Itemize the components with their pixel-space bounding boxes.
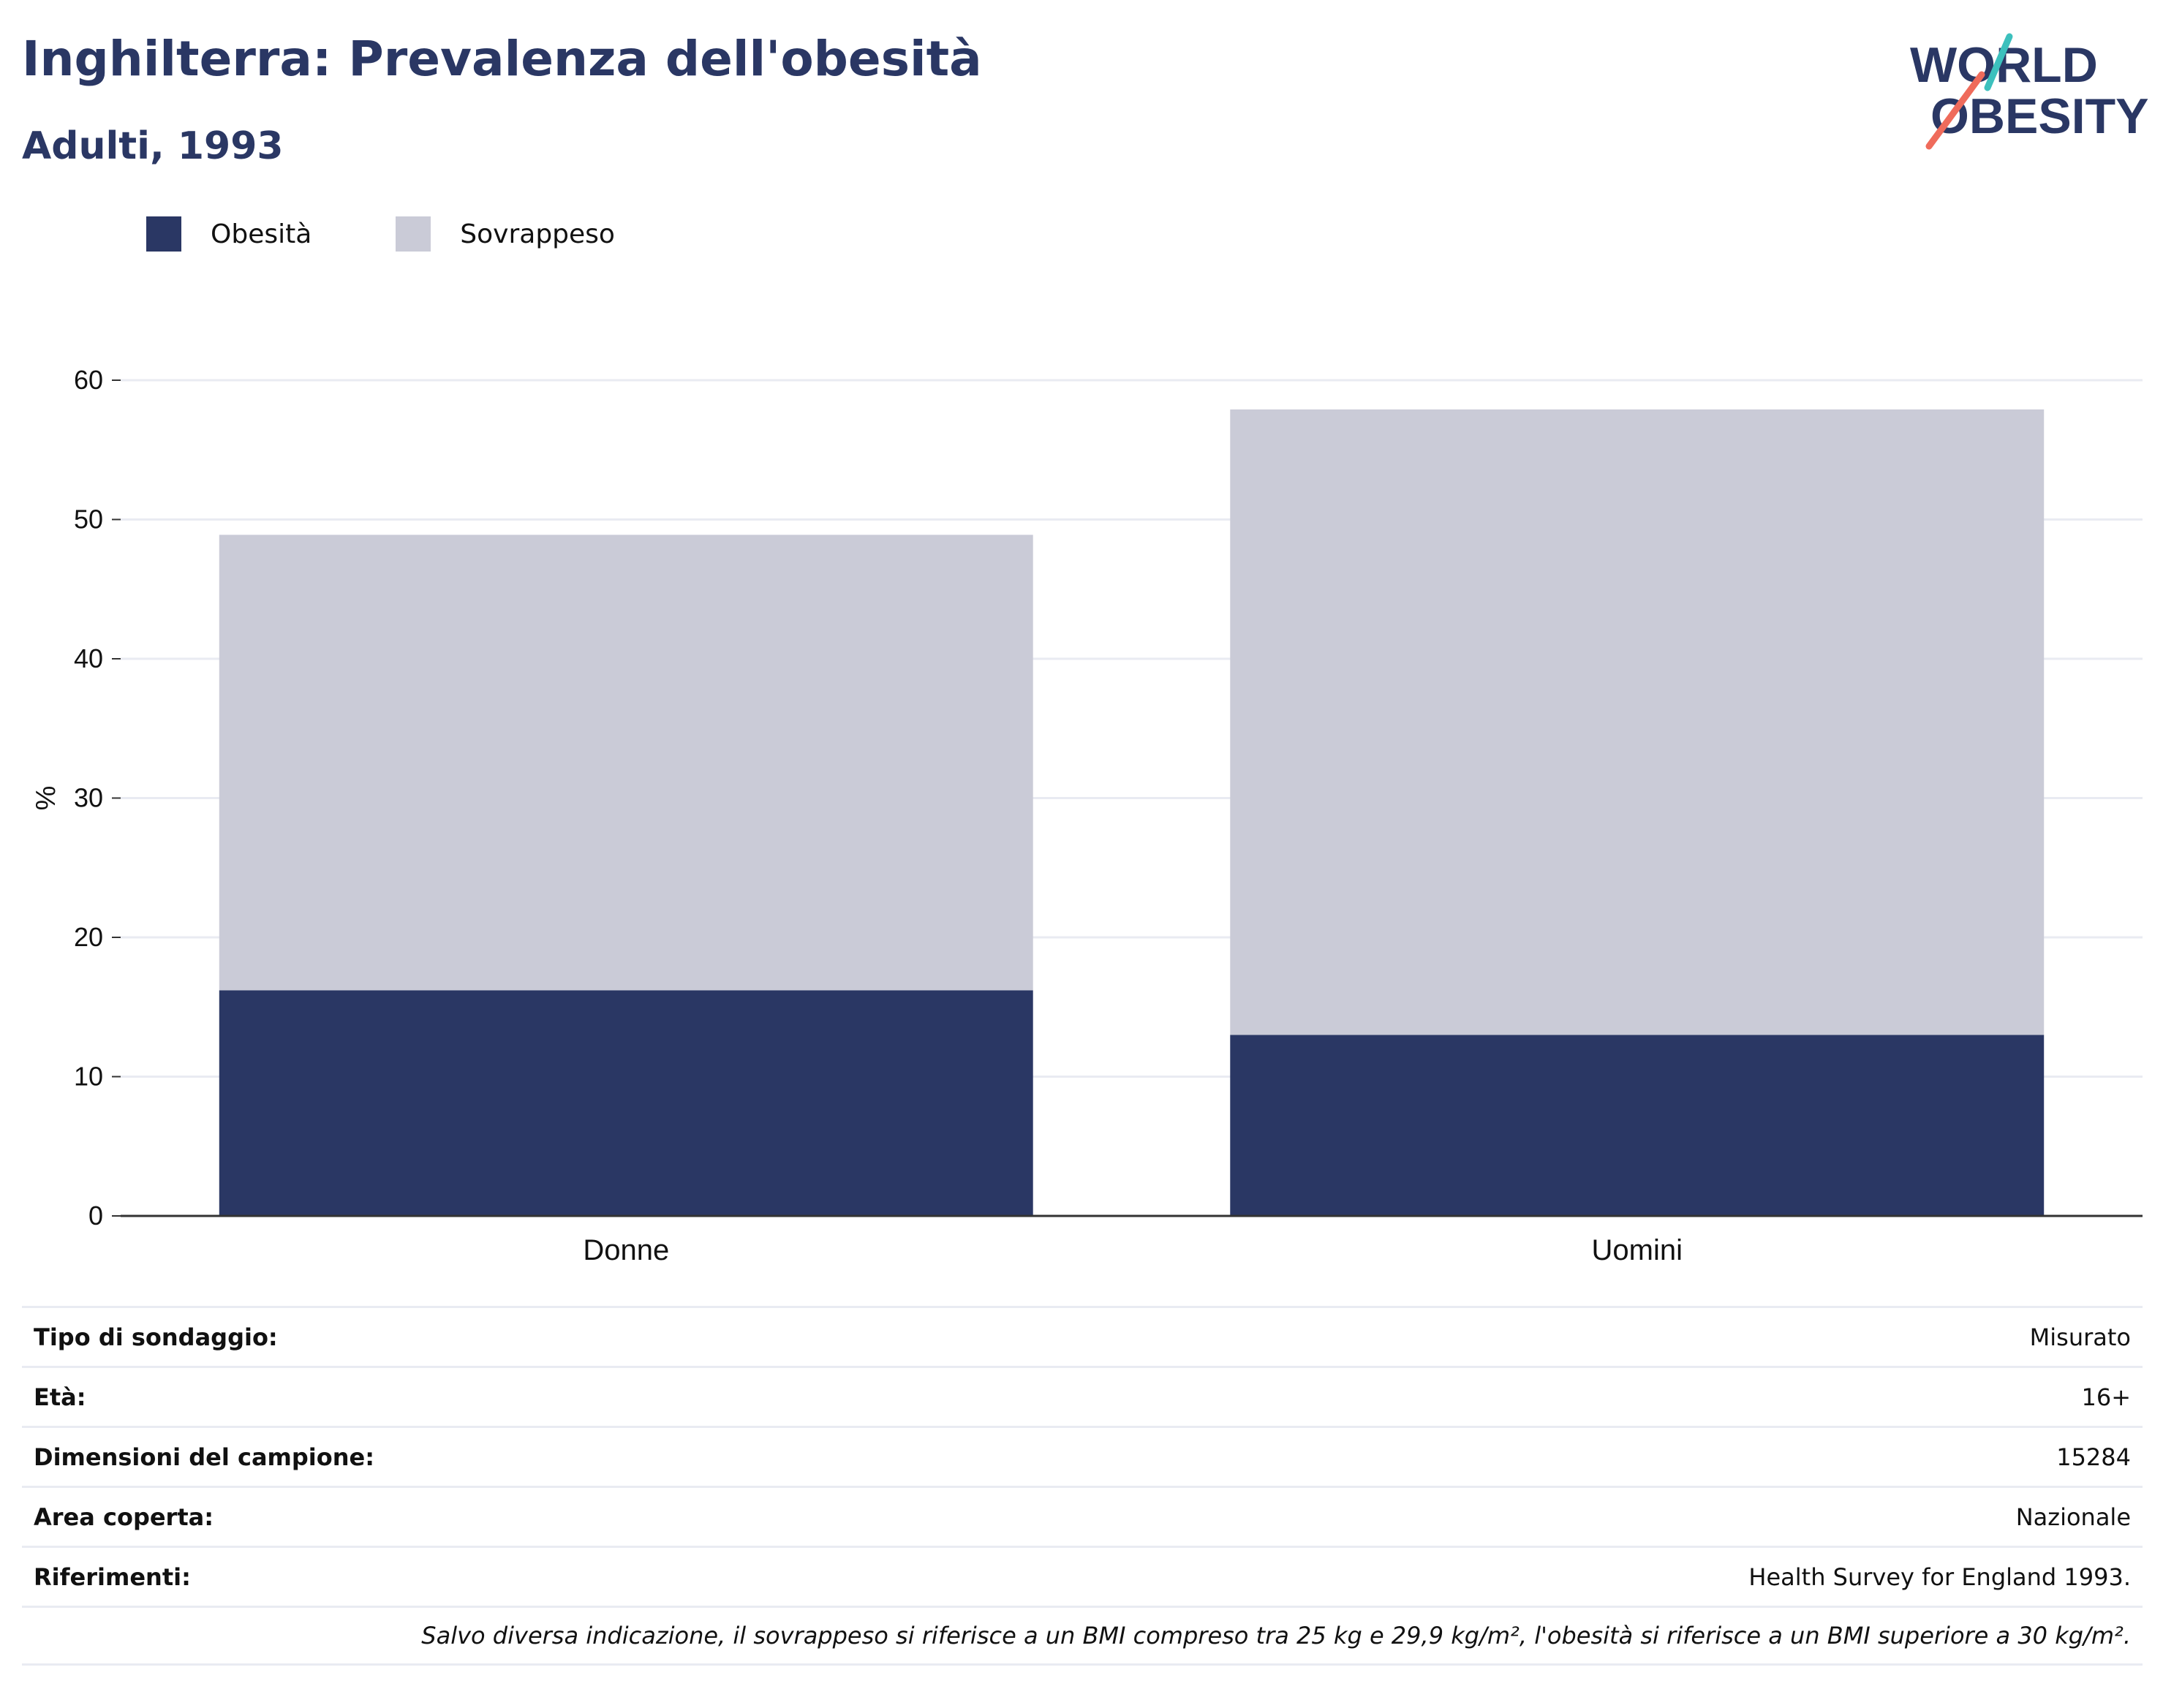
chart-legend: Obesità Sovrappeso	[146, 216, 699, 252]
meta-key: Riferimenti:	[34, 1562, 191, 1591]
survey-details-table: Tipo di sondaggio: Misurato Età: 16+ Dim…	[22, 1306, 2143, 1666]
logo-slash-teal	[1984, 33, 2013, 91]
meta-row-survey-type: Tipo di sondaggio: Misurato	[22, 1306, 2143, 1366]
meta-value: 15284	[2056, 1443, 2131, 1471]
bar-overweight	[219, 534, 1033, 991]
y-tick-label: 40	[74, 643, 103, 673]
world-obesity-logo: WORLD OBESITY	[1910, 33, 2149, 150]
meta-key: Area coperta:	[34, 1503, 214, 1531]
logo-slash-coral	[1925, 71, 1985, 150]
y-tick-label: 30	[74, 783, 103, 813]
bar-obesity	[1230, 1035, 2045, 1216]
legend-item-overweight[interactable]: Sovrappeso	[396, 216, 615, 252]
meta-value: Health Survey for England 1993.	[1748, 1562, 2131, 1591]
legend-swatch-obesity	[146, 216, 181, 252]
meta-row-references: Riferimenti: Health Survey for England 1…	[22, 1546, 2143, 1606]
chart-subtitle: Adulti, 1993	[22, 124, 284, 168]
stacked-bar-chart: 0 10 20 30 40 50 60% Donne Uomini	[31, 365, 2143, 1266]
bar-obesity	[219, 990, 1033, 1216]
meta-row-sample-size: Dimensioni del campione: 15284	[22, 1426, 2143, 1486]
y-tick-label: 0	[88, 1201, 103, 1231]
meta-row-age: Età: 16+	[22, 1366, 2143, 1426]
legend-swatch-overweight	[396, 216, 431, 252]
meta-value: Nazionale	[2015, 1503, 2131, 1531]
meta-key: Dimensioni del campione:	[34, 1443, 375, 1471]
y-tick-label: 50	[74, 505, 103, 534]
bar-overweight	[1230, 409, 2045, 1035]
chart-title: Inghilterra: Prevalenza dell'obesità	[22, 31, 982, 87]
x-tick-label: Donne	[583, 1234, 669, 1266]
meta-key: Età:	[34, 1383, 86, 1411]
y-tick-label: 20	[74, 922, 103, 952]
meta-key: Tipo di sondaggio:	[34, 1323, 278, 1351]
meta-row-area: Area coperta: Nazionale	[22, 1486, 2143, 1546]
y-tick-label: 10	[74, 1062, 103, 1092]
legend-item-obesity[interactable]: Obesità	[146, 216, 312, 252]
meta-value: Misurato	[2029, 1323, 2131, 1351]
legend-label-overweight: Sovrappeso	[460, 219, 615, 249]
x-tick-label: Uomini	[1592, 1234, 1683, 1266]
y-tick-label: 60	[74, 365, 103, 395]
legend-label-obesity: Obesità	[211, 219, 312, 249]
y-axis-title: %	[31, 786, 61, 811]
meta-value: 16+	[2081, 1383, 2131, 1411]
bmi-definition-note: Salvo diversa indicazione, il sovrappeso…	[22, 1606, 2143, 1666]
